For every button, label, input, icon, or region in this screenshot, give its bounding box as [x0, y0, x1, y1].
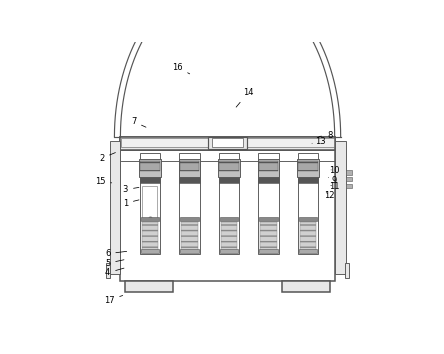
Bar: [258, 159, 279, 177]
Bar: [221, 222, 237, 252]
Bar: [298, 153, 318, 254]
Bar: [120, 137, 335, 281]
Bar: [139, 159, 161, 177]
Text: 13: 13: [312, 137, 325, 147]
Text: 6: 6: [105, 249, 127, 258]
Bar: [345, 263, 349, 278]
Bar: [180, 161, 199, 171]
Bar: [143, 186, 157, 218]
Bar: [219, 161, 238, 171]
Text: 17: 17: [103, 296, 123, 304]
Text: 2: 2: [99, 153, 115, 163]
Bar: [140, 153, 160, 254]
Bar: [219, 153, 239, 254]
Bar: [346, 170, 353, 175]
Bar: [220, 217, 238, 221]
Text: 12: 12: [325, 190, 335, 200]
Bar: [140, 177, 160, 183]
Text: 1: 1: [123, 199, 139, 208]
Text: 10: 10: [329, 166, 339, 175]
Bar: [260, 222, 277, 252]
Bar: [299, 249, 317, 253]
Bar: [298, 177, 318, 183]
Bar: [106, 263, 110, 278]
Bar: [219, 177, 239, 183]
Bar: [180, 217, 198, 221]
Bar: [178, 159, 200, 177]
Bar: [125, 281, 173, 292]
Bar: [298, 161, 317, 171]
Text: 9: 9: [329, 176, 337, 185]
Bar: [142, 222, 158, 252]
Bar: [212, 138, 243, 147]
Bar: [179, 153, 200, 254]
Bar: [346, 177, 353, 182]
Text: 15: 15: [95, 177, 112, 186]
Bar: [297, 159, 319, 177]
Bar: [181, 222, 198, 252]
Bar: [121, 138, 334, 147]
Text: 5: 5: [105, 259, 124, 268]
Bar: [346, 184, 353, 188]
Text: 8: 8: [319, 131, 333, 140]
Bar: [259, 249, 278, 253]
Text: 4: 4: [105, 268, 124, 277]
Bar: [120, 137, 335, 150]
Bar: [218, 159, 240, 177]
Text: 3: 3: [123, 185, 139, 194]
Bar: [110, 141, 120, 274]
Bar: [259, 217, 278, 221]
Bar: [209, 137, 246, 149]
Bar: [180, 249, 198, 253]
Bar: [141, 217, 159, 221]
Bar: [258, 153, 279, 254]
Text: 14: 14: [236, 88, 253, 107]
Bar: [300, 222, 316, 252]
Bar: [258, 177, 279, 183]
Bar: [335, 141, 345, 274]
Bar: [140, 161, 159, 171]
Text: 16: 16: [172, 63, 190, 74]
Text: 7: 7: [131, 117, 146, 127]
Bar: [179, 177, 200, 183]
Bar: [299, 217, 317, 221]
Bar: [220, 249, 238, 253]
Bar: [282, 281, 330, 292]
Bar: [141, 249, 159, 253]
Bar: [259, 161, 278, 171]
Text: 11: 11: [329, 182, 339, 192]
